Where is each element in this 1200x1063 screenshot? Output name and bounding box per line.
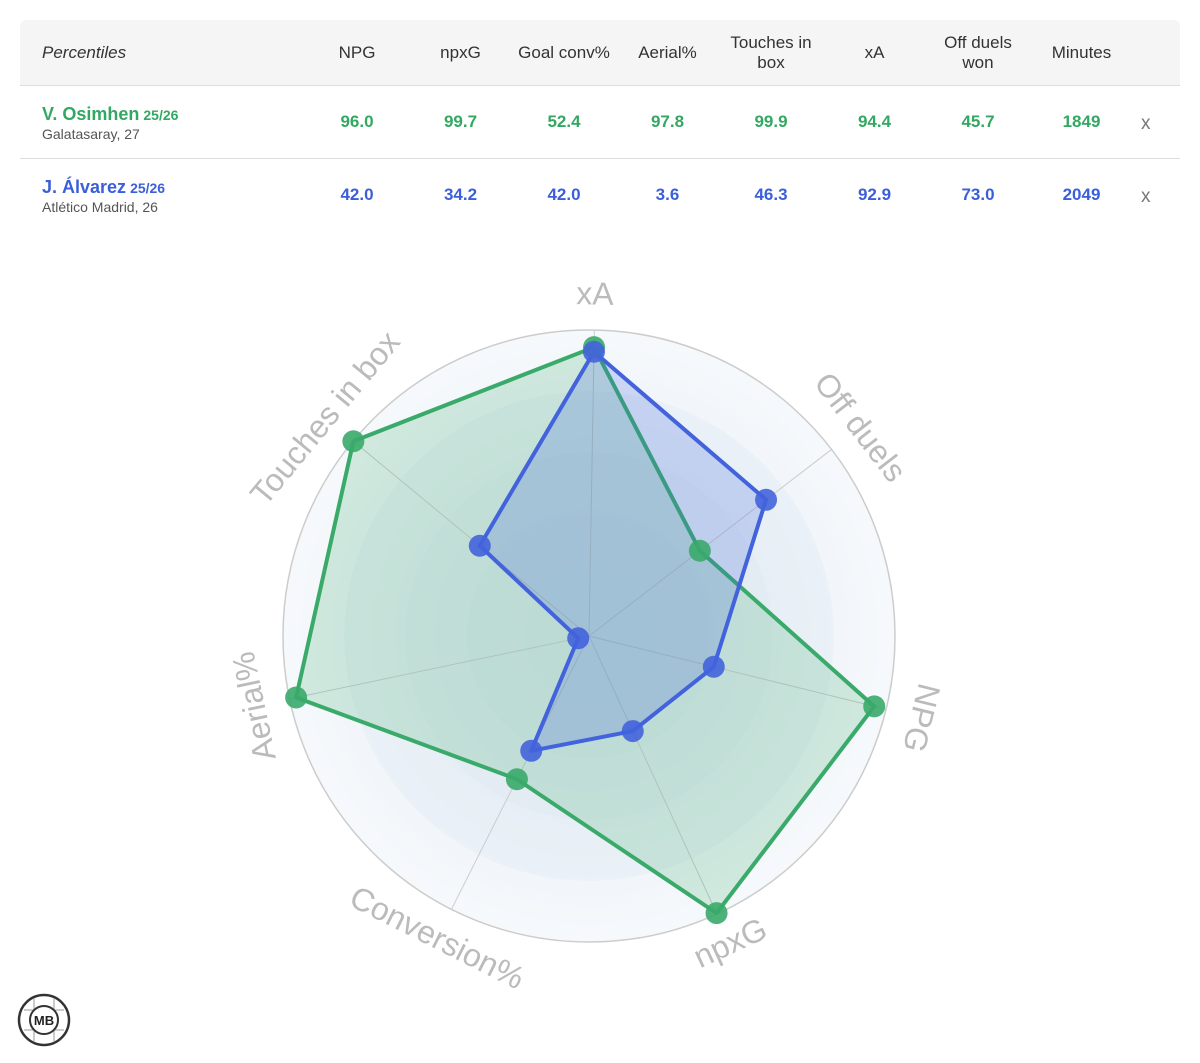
player-row: J. Álvarez 25/26 Atlético Madrid, 26 42.0 34… bbox=[20, 159, 1180, 231]
header-cell: npxG bbox=[440, 42, 481, 62]
player-season: 25/26 bbox=[130, 180, 166, 196]
radar-point bbox=[755, 488, 778, 511]
radar-point bbox=[705, 902, 728, 925]
header-cell: NPG bbox=[338, 42, 376, 62]
radar-point bbox=[702, 655, 725, 678]
axis-label: NPG bbox=[896, 680, 948, 756]
radar-spoke bbox=[588, 330, 595, 637]
value-cell: 99.7 bbox=[443, 112, 478, 131]
radar-point bbox=[582, 340, 605, 363]
header-cell: Minutes bbox=[1051, 42, 1112, 62]
value-cell: 42.0 bbox=[340, 185, 374, 204]
header-cell: Off duels won bbox=[944, 32, 1012, 72]
value-cell: 45.7 bbox=[961, 112, 995, 131]
radar-spoke bbox=[588, 635, 718, 915]
radar-point bbox=[285, 686, 308, 709]
value-cell: 73.0 bbox=[961, 185, 995, 204]
player-row: V. Osimhen 25/26 Galatasaray, 27 96.0 99.7 52… bbox=[20, 86, 1180, 159]
radar-spoke bbox=[289, 635, 590, 700]
header-cell: Aerial% bbox=[638, 42, 697, 62]
player-season: 25/26 bbox=[143, 107, 179, 123]
header-cell: Percentiles bbox=[42, 42, 127, 62]
axis-label: Aerial% bbox=[225, 649, 283, 764]
header-cell: Touches in box bbox=[730, 32, 812, 72]
player-name-text: V. Osimhen bbox=[42, 104, 140, 124]
radar-point bbox=[505, 768, 528, 791]
percentile-table: Percentiles NPG npxG Goal conv% Aerial% Touch… bbox=[20, 20, 1180, 231]
logo: MB bbox=[17, 993, 71, 1047]
value-cell: 97.8 bbox=[650, 112, 685, 131]
value-cell: 2049 bbox=[1062, 185, 1101, 204]
value-cell: 96.0 bbox=[340, 112, 374, 131]
table-header: Percentiles NPG npxG Goal conv% Aerial% Touch… bbox=[20, 20, 1180, 86]
player-club: Atlético Madrid, 26 bbox=[42, 199, 158, 215]
value-cell: 94.4 bbox=[857, 112, 892, 131]
radar-area bbox=[477, 349, 769, 753]
remove-button[interactable]: x bbox=[1141, 186, 1151, 207]
value-cell: 52.4 bbox=[547, 112, 581, 131]
value-cell: 92.9 bbox=[857, 185, 892, 204]
logo-text: MB bbox=[34, 1013, 54, 1028]
axis-label: xA bbox=[576, 275, 615, 312]
player-name: V. Osimhen 25/26 bbox=[42, 104, 178, 125]
player-name: J. Álvarez 25/26 bbox=[42, 177, 165, 198]
player-name-text: J. Álvarez bbox=[42, 177, 127, 197]
radar-spoke bbox=[352, 440, 590, 637]
radar-point bbox=[688, 539, 711, 562]
header-cell: xA bbox=[864, 42, 885, 62]
value-cell: 34.2 bbox=[443, 185, 478, 204]
radar-point bbox=[342, 430, 365, 453]
header-cell: Goal conv% bbox=[518, 42, 610, 62]
value-cell: 3.6 bbox=[655, 185, 680, 204]
radar-point bbox=[863, 695, 886, 718]
player-club: Galatasaray, 27 bbox=[42, 126, 140, 142]
radar-point bbox=[621, 720, 644, 743]
radar-point bbox=[468, 534, 491, 557]
remove-button[interactable]: x bbox=[1141, 113, 1151, 134]
value-cell: 99.9 bbox=[754, 112, 788, 131]
radar-point bbox=[520, 739, 543, 762]
radar-spoke bbox=[588, 635, 887, 710]
value-cell: 1849 bbox=[1062, 112, 1101, 131]
value-cell: 46.3 bbox=[754, 185, 788, 204]
value-cell: 42.0 bbox=[547, 185, 581, 204]
radar-spoke bbox=[588, 449, 832, 637]
radar-point bbox=[567, 627, 590, 650]
